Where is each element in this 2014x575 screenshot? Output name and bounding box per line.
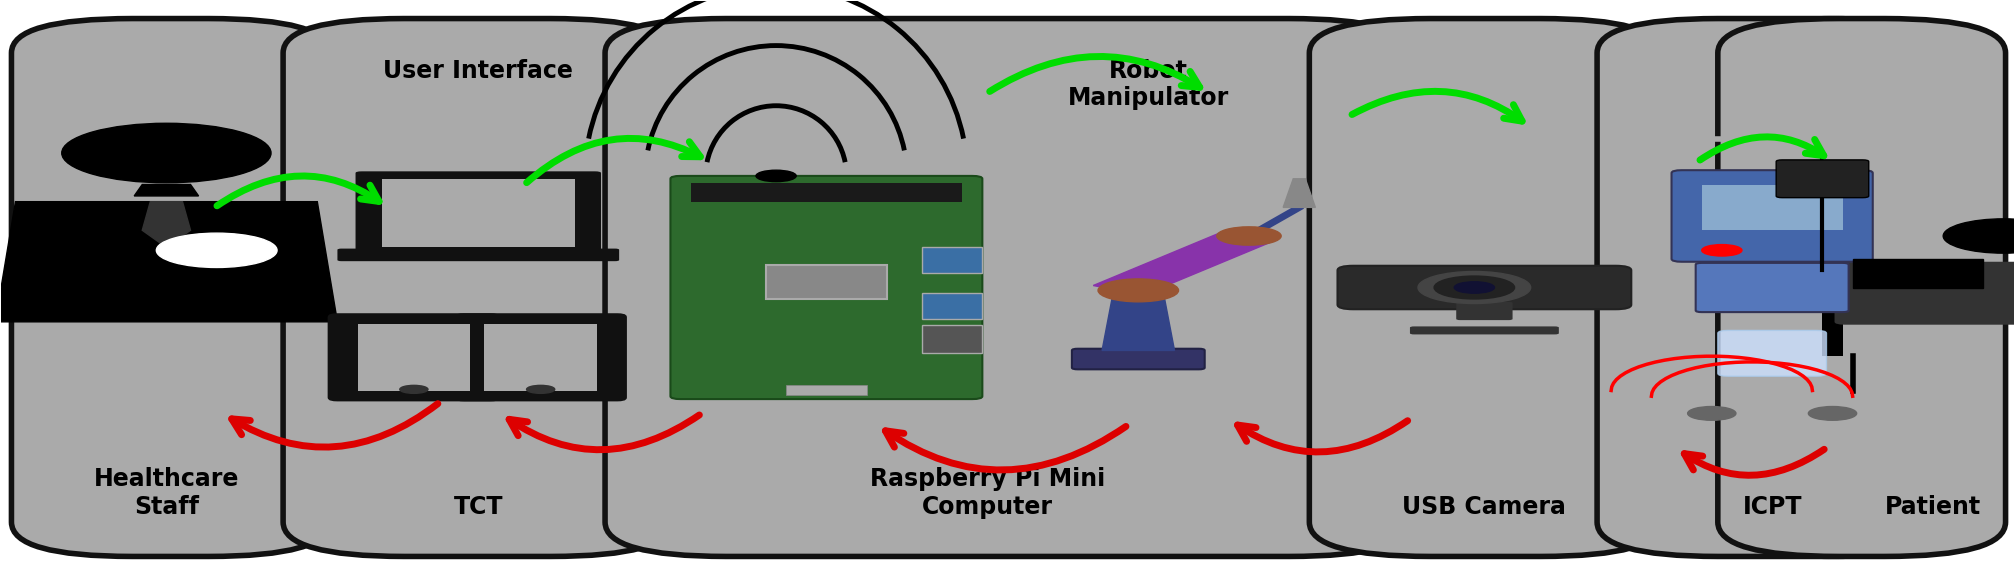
FancyBboxPatch shape	[1718, 18, 2004, 557]
FancyBboxPatch shape	[1821, 242, 1841, 356]
FancyBboxPatch shape	[336, 248, 618, 261]
Circle shape	[1434, 276, 1515, 299]
Text: ICPT: ICPT	[1742, 495, 1801, 519]
Circle shape	[1688, 407, 1736, 420]
FancyBboxPatch shape	[691, 183, 963, 202]
FancyBboxPatch shape	[1597, 18, 1948, 557]
FancyBboxPatch shape	[282, 18, 671, 557]
FancyBboxPatch shape	[12, 18, 328, 557]
FancyBboxPatch shape	[604, 18, 1410, 557]
Circle shape	[755, 170, 796, 182]
Text: User Interface: User Interface	[383, 59, 572, 83]
FancyBboxPatch shape	[356, 324, 469, 390]
FancyBboxPatch shape	[922, 293, 983, 319]
Circle shape	[1702, 244, 1740, 256]
FancyBboxPatch shape	[1309, 18, 1662, 557]
Circle shape	[399, 385, 427, 393]
Circle shape	[1098, 279, 1178, 302]
Circle shape	[62, 123, 272, 183]
Circle shape	[526, 385, 554, 393]
Polygon shape	[143, 202, 191, 247]
Circle shape	[1807, 407, 1855, 420]
FancyBboxPatch shape	[1410, 327, 1559, 335]
FancyBboxPatch shape	[1718, 331, 1825, 376]
Polygon shape	[135, 185, 199, 196]
FancyBboxPatch shape	[1774, 160, 1867, 198]
Circle shape	[1216, 227, 1281, 245]
Circle shape	[157, 233, 278, 267]
FancyBboxPatch shape	[671, 176, 983, 399]
FancyBboxPatch shape	[1702, 185, 1841, 230]
FancyBboxPatch shape	[1696, 263, 1847, 312]
FancyBboxPatch shape	[922, 247, 983, 273]
Text: USB Camera: USB Camera	[1402, 495, 1565, 519]
Text: Healthcare
Staff: Healthcare Staff	[95, 467, 240, 519]
Polygon shape	[1851, 259, 1982, 288]
Text: TCT: TCT	[453, 495, 504, 519]
FancyBboxPatch shape	[765, 264, 886, 299]
FancyBboxPatch shape	[785, 385, 866, 395]
Text: Patient: Patient	[1885, 495, 1980, 519]
Text: Raspberry Pi Mini
Computer: Raspberry Pi Mini Computer	[870, 467, 1104, 519]
FancyBboxPatch shape	[1672, 170, 1871, 262]
Polygon shape	[1102, 288, 1174, 350]
FancyBboxPatch shape	[1337, 266, 1631, 309]
Circle shape	[1941, 219, 2014, 253]
FancyBboxPatch shape	[455, 315, 624, 400]
FancyBboxPatch shape	[328, 315, 497, 400]
FancyBboxPatch shape	[381, 179, 574, 247]
FancyBboxPatch shape	[354, 171, 600, 255]
FancyBboxPatch shape	[1071, 348, 1204, 369]
FancyBboxPatch shape	[1456, 302, 1513, 320]
Circle shape	[1454, 282, 1494, 293]
Text: Robot
Manipulator: Robot Manipulator	[1067, 59, 1229, 110]
FancyBboxPatch shape	[483, 324, 596, 390]
Polygon shape	[1283, 179, 1315, 208]
Polygon shape	[1094, 231, 1273, 295]
FancyBboxPatch shape	[1833, 262, 2014, 325]
FancyBboxPatch shape	[922, 325, 983, 353]
Polygon shape	[0, 202, 336, 322]
Circle shape	[1418, 271, 1531, 304]
